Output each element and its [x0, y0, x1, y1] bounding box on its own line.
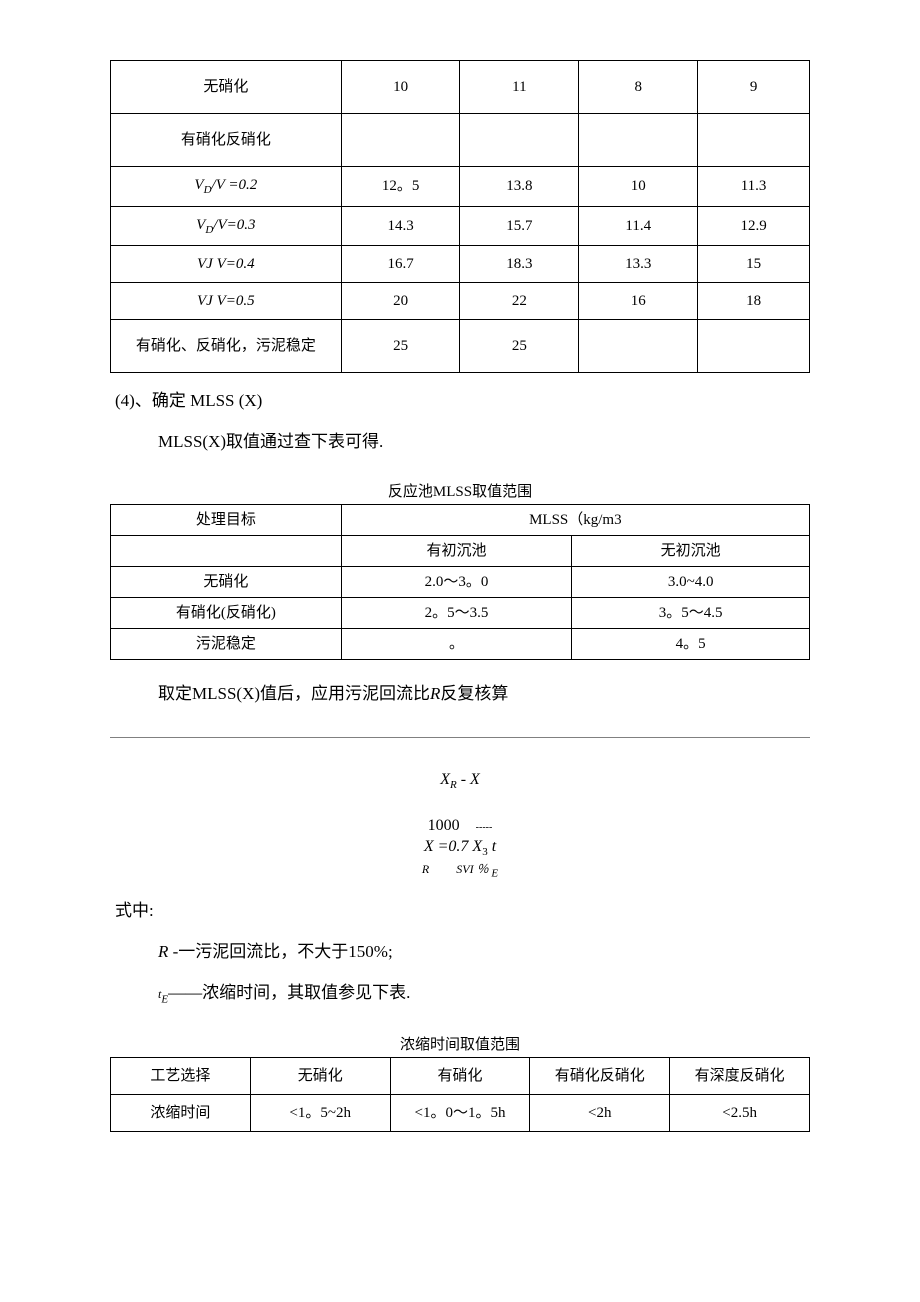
cell: <2h	[530, 1095, 670, 1132]
cell: 。	[341, 628, 572, 659]
cell-label: 有硝化、反硝化，污泥稳定	[111, 320, 342, 373]
cell: 18.3	[460, 246, 579, 283]
cell	[111, 535, 342, 566]
table-row: 有硝化反硝化	[111, 114, 810, 167]
cell-label: 有硝化反硝化	[111, 114, 342, 167]
legend-heading: 式中:	[115, 897, 810, 924]
cell: 8	[579, 61, 698, 114]
table-2: 处理目标 MLSS（kg/m3 有初沉池 无初沉池 无硝化 2.0〜3。0 3.…	[110, 504, 810, 660]
cell	[460, 114, 579, 167]
cell: 有硝化反硝化	[530, 1058, 670, 1095]
cell: 浓缩时间	[111, 1095, 251, 1132]
table-row: VD/V=0.3 14.3 15.7 11.4 12.9	[111, 206, 810, 246]
cell: 2.0〜3。0	[341, 566, 572, 597]
table-row: 有初沉池 无初沉池	[111, 535, 810, 566]
cell: 有初沉池	[341, 535, 572, 566]
formula-line-4: R SVI ％ E	[110, 860, 810, 883]
cell	[698, 114, 810, 167]
section-4-line-1: MLSS(X)取值通过查下表可得.	[158, 428, 810, 455]
cell: 有深度反硝化	[670, 1058, 810, 1095]
cell: 13.8	[460, 167, 579, 207]
table-3-caption: 浓缩时间取值范围	[110, 1033, 810, 1057]
cell: 11	[460, 61, 579, 114]
cell-label: VJ V=0.4	[111, 246, 342, 283]
cell: 9	[698, 61, 810, 114]
cell	[698, 320, 810, 373]
cell: 16	[579, 283, 698, 320]
legend-row-2: tE——浓缩时间，其取值参见下表.	[158, 979, 810, 1009]
cell-label: VD/V =0.2	[111, 167, 342, 207]
cell-label: 无硝化	[111, 61, 342, 114]
table-row: 有硝化、反硝化，污泥稳定 25 25	[111, 320, 810, 373]
cell: 20	[341, 283, 460, 320]
section-4-line-2: 取定MLSS(X)值后，应用污泥回流比R反复核算	[158, 680, 810, 707]
cell: 11.3	[698, 167, 810, 207]
cell: 污泥稳定	[111, 628, 342, 659]
cell	[341, 114, 460, 167]
legend-row-1: R -一污泥回流比，不大于150%;	[158, 938, 810, 965]
cell: <1。5~2h	[250, 1095, 390, 1132]
cell: 无硝化	[250, 1058, 390, 1095]
cell: 25	[460, 320, 579, 373]
cell: 无初沉池	[572, 535, 810, 566]
cell: 12.9	[698, 206, 810, 246]
cell: 4。5	[572, 628, 810, 659]
cell: 22	[460, 283, 579, 320]
cell: 有硝化	[390, 1058, 530, 1095]
cell: 12。5	[341, 167, 460, 207]
cell: 3。5〜4.5	[572, 597, 810, 628]
table-row: 污泥稳定 。 4。5	[111, 628, 810, 659]
cell-label: VD/V=0.3	[111, 206, 342, 246]
cell-header: 处理目标	[111, 504, 342, 535]
table-1: 无硝化 10 11 8 9 有硝化反硝化 VD/V =0.2 12。5 13.8…	[110, 60, 810, 373]
cell	[579, 114, 698, 167]
cell: 15	[698, 246, 810, 283]
table-row: VD/V =0.2 12。5 13.8 10 11.3	[111, 167, 810, 207]
cell-label: VJ V=0.5	[111, 283, 342, 320]
table-2-caption: 反应池MLSS取值范围	[110, 480, 810, 504]
cell: 10	[341, 61, 460, 114]
table-row: VJ V=0.4 16.7 18.3 13.3 15	[111, 246, 810, 283]
table-row: 无硝化 10 11 8 9	[111, 61, 810, 114]
cell	[579, 320, 698, 373]
section-4-heading: (4)、确定 MLSS (X)	[115, 387, 810, 414]
cell-header: MLSS（kg/m3	[341, 504, 809, 535]
formula-separator-line	[110, 737, 810, 739]
table-row: VJ V=0.5 20 22 16 18	[111, 283, 810, 320]
cell: 11.4	[579, 206, 698, 246]
cell: 工艺选择	[111, 1058, 251, 1095]
formula-line-1: XR - X	[110, 767, 810, 795]
table-row: 工艺选择 无硝化 有硝化 有硝化反硝化 有深度反硝化	[111, 1058, 810, 1095]
cell: 有硝化(反硝化)	[111, 597, 342, 628]
cell: 16.7	[341, 246, 460, 283]
cell: <1。0〜1。5h	[390, 1095, 530, 1132]
cell: 14.3	[341, 206, 460, 246]
cell: 3.0~4.0	[572, 566, 810, 597]
table-3: 工艺选择 无硝化 有硝化 有硝化反硝化 有深度反硝化 浓缩时间 <1。5~2h …	[110, 1057, 810, 1132]
formula-line-3: X =0.7 X3 t	[110, 834, 810, 862]
table-row: 处理目标 MLSS（kg/m3	[111, 504, 810, 535]
cell: 25	[341, 320, 460, 373]
cell: 无硝化	[111, 566, 342, 597]
table-row: 浓缩时间 <1。5~2h <1。0〜1。5h <2h <2.5h	[111, 1095, 810, 1132]
cell: 10	[579, 167, 698, 207]
cell: 15.7	[460, 206, 579, 246]
cell: <2.5h	[670, 1095, 810, 1132]
table-row: 无硝化 2.0〜3。0 3.0~4.0	[111, 566, 810, 597]
cell: 18	[698, 283, 810, 320]
cell: 13.3	[579, 246, 698, 283]
cell: 2。5〜3.5	[341, 597, 572, 628]
table-row: 有硝化(反硝化) 2。5〜3.5 3。5〜4.5	[111, 597, 810, 628]
formula-block: XR - X 1000 ----- X =0.7 X3 t R SVI ％ E	[110, 767, 810, 883]
